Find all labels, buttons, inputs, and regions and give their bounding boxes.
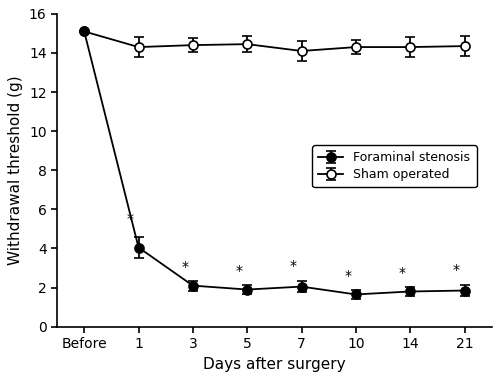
Text: *: * xyxy=(453,263,460,277)
X-axis label: Days after surgery: Days after surgery xyxy=(203,357,346,372)
Text: *: * xyxy=(236,264,242,278)
Text: *: * xyxy=(127,212,134,226)
Text: *: * xyxy=(398,266,406,280)
Text: *: * xyxy=(344,269,351,283)
Legend: Foraminal stenosis, Sham operated: Foraminal stenosis, Sham operated xyxy=(312,145,476,187)
Y-axis label: Withdrawal threshold (g): Withdrawal threshold (g) xyxy=(8,76,24,265)
Text: *: * xyxy=(181,260,188,274)
Text: *: * xyxy=(290,259,297,273)
